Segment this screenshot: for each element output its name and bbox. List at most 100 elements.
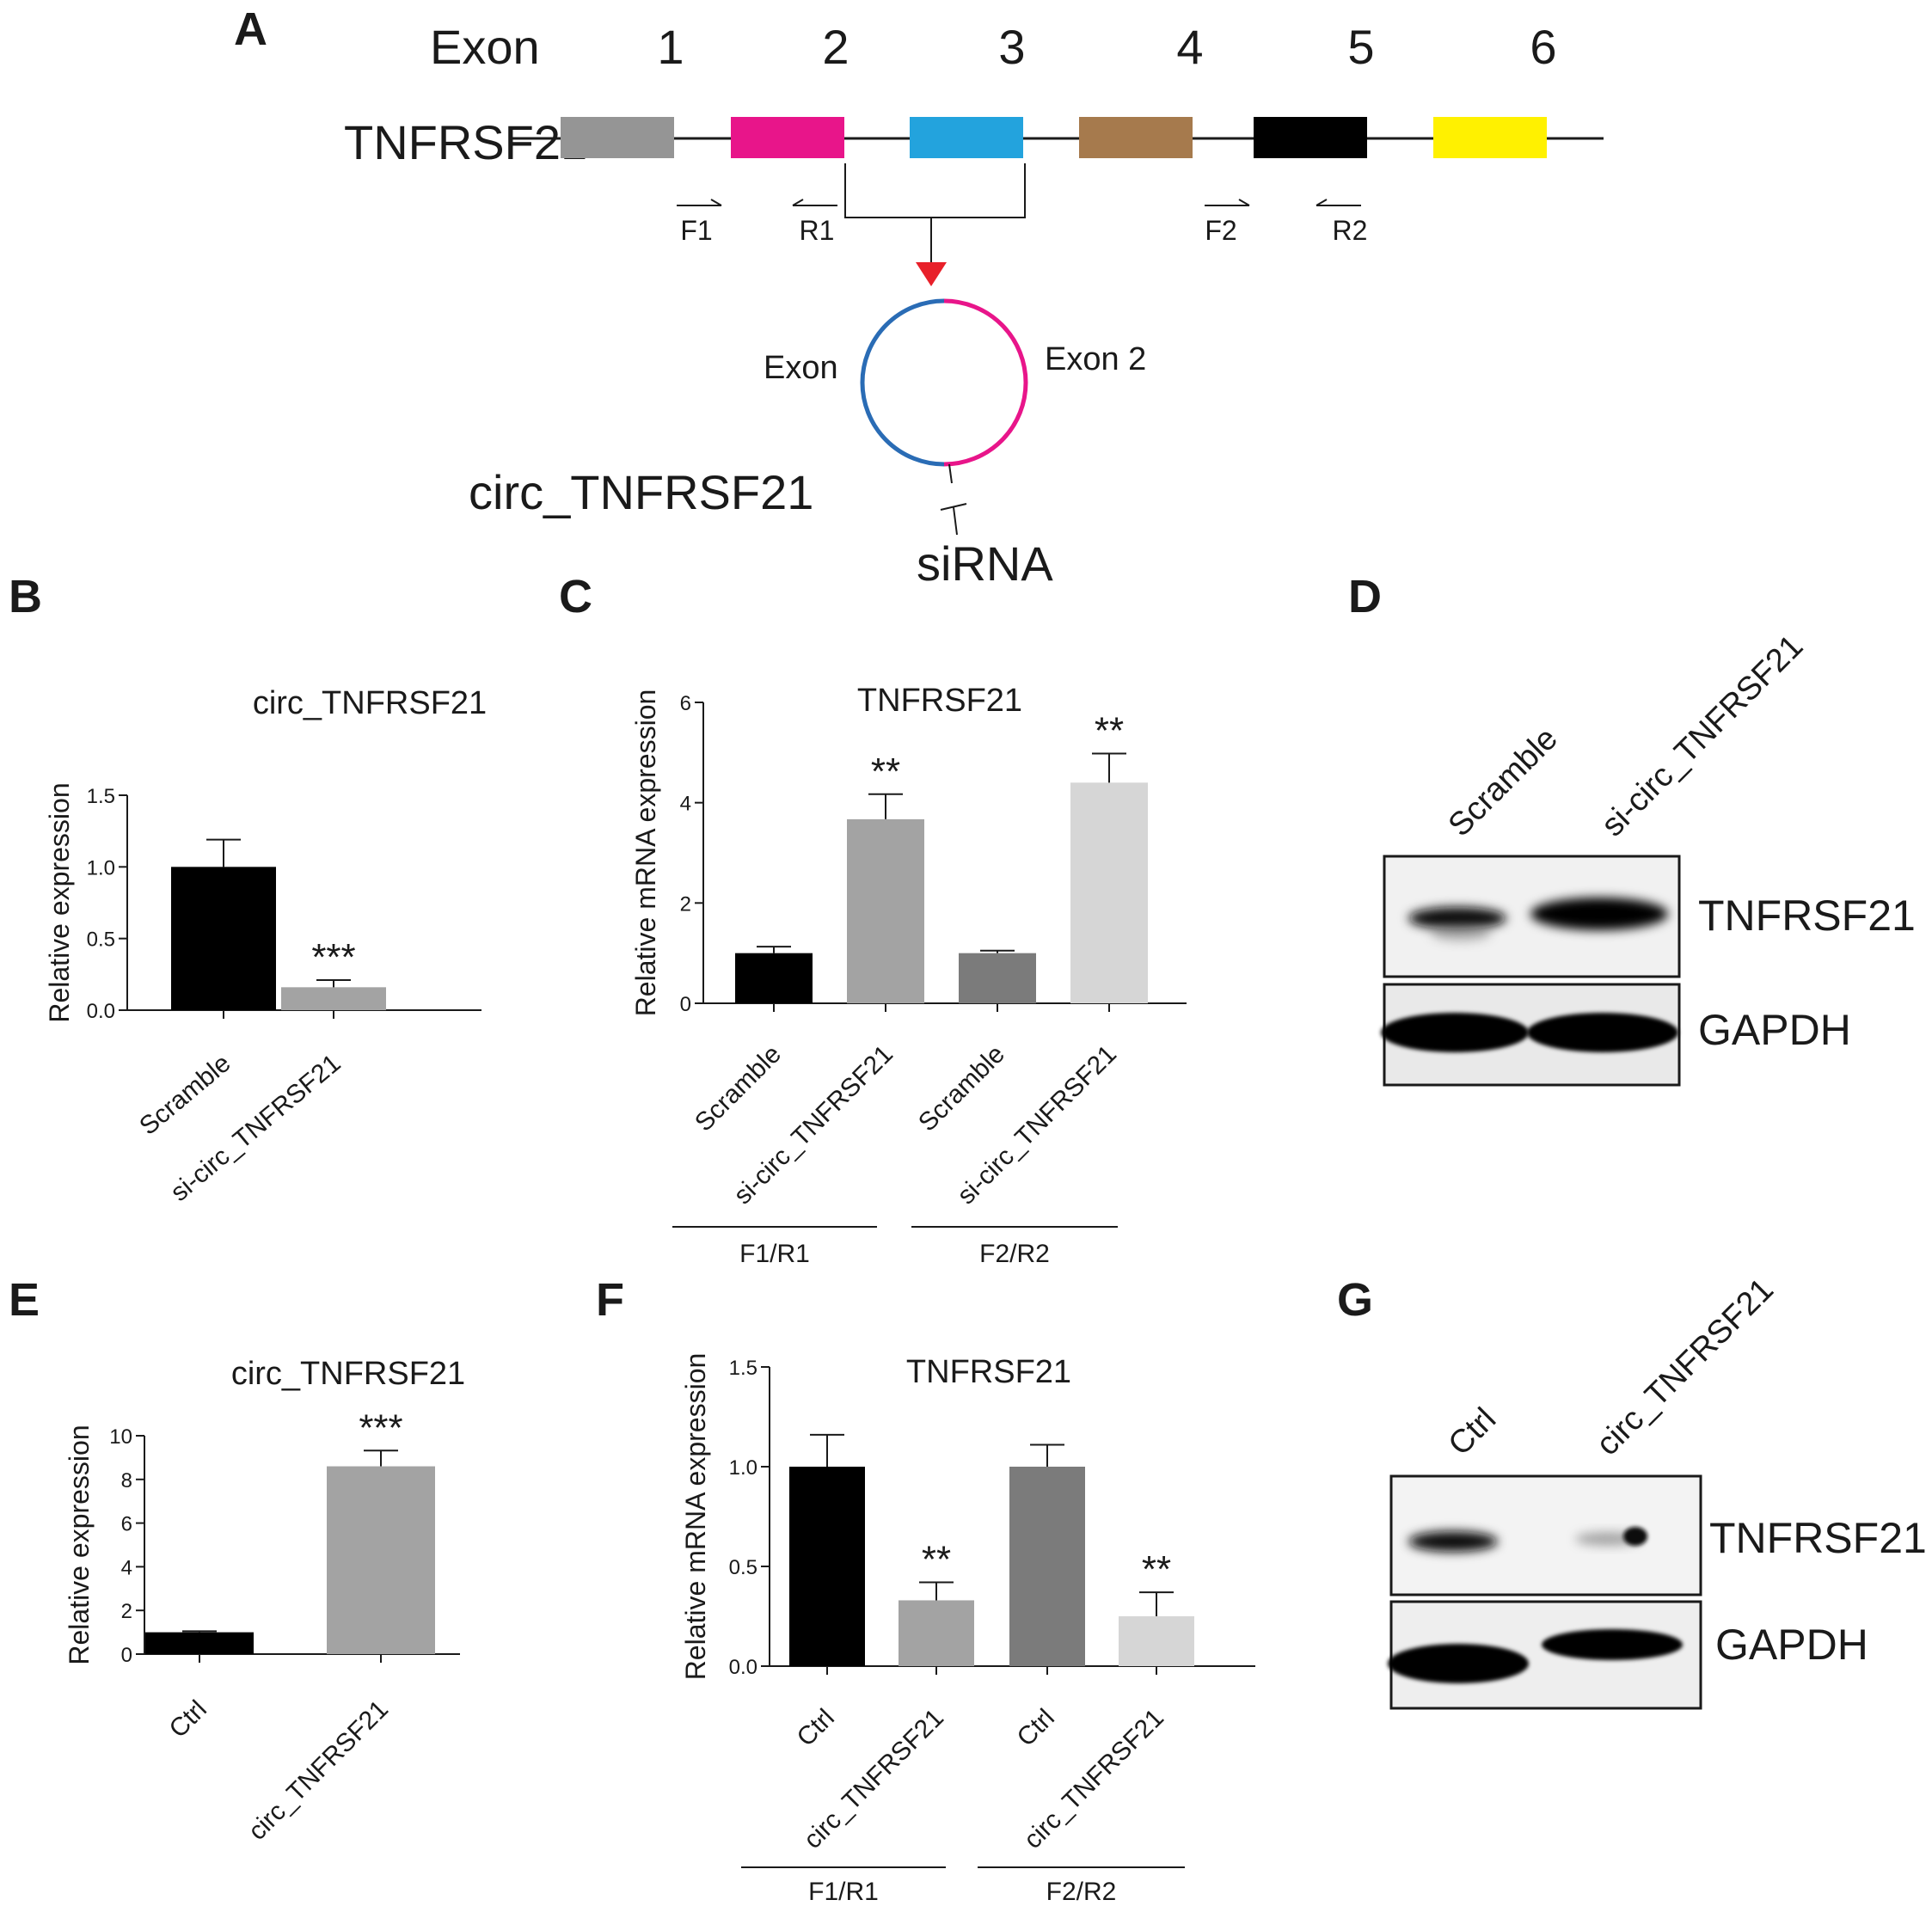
chart-c-errorbar-3	[980, 949, 1015, 953]
western-blot-d: Scramble si-circ_TNFRSF21 TNFRSF21 GAPDH	[1381, 628, 1916, 1087]
exon-box-4	[1079, 117, 1193, 158]
chart-f-group-label-2: F2/R2	[1046, 1878, 1117, 1906]
primer-arrow-r2	[1316, 199, 1361, 206]
chart-e-ytick-label: 2	[121, 1600, 132, 1623]
chart-c-errorbar-4	[1092, 752, 1126, 783]
blot-g-band-tnfrsf21-lane-1	[1408, 1531, 1498, 1552]
blot-d-band-tnfrsf21-lane-1	[1408, 907, 1506, 929]
blot-g-band-gapdh-lane-2	[1542, 1629, 1683, 1660]
blot-g-lane-2: circ_TNFRSF21	[1590, 1272, 1781, 1462]
chart-b-errorbar-2	[316, 979, 351, 988]
chart-c-bar-4	[1070, 782, 1148, 1003]
panel-label-e: E	[9, 1274, 40, 1326]
exon-number-5: 5	[1347, 20, 1374, 74]
chart-c-errorbar-1	[757, 946, 791, 953]
circ-right-label: Exon 2	[1045, 341, 1146, 377]
chart-c-group-label-1: F1/R1	[739, 1240, 810, 1268]
chart-c-significance-4: **	[1095, 710, 1124, 752]
chart-c-significance-2: **	[871, 751, 900, 793]
chart-b-significance-2: ***	[311, 936, 355, 978]
chart-c-bar-3	[959, 953, 1036, 1003]
sirna-stem	[953, 506, 958, 536]
chart-b-bar-2	[281, 987, 386, 1010]
backsplice-connector	[844, 163, 1026, 218]
chart-c-bar-2	[847, 818, 924, 1003]
chart-e-ytick-label: 4	[121, 1556, 132, 1579]
chart-c-title: TNFRSF21	[857, 683, 1022, 719]
primer-arrow-f2	[1205, 199, 1250, 206]
chart-e-category-1: Ctrl	[164, 1695, 212, 1744]
chart-b-ytick-label: 0.5	[87, 928, 115, 952]
blot-g-band-tnfrsf21-lane-2-core	[1623, 1527, 1647, 1546]
chart-e-significance-2: ***	[359, 1407, 402, 1449]
western-blot-g: Ctrl circ_TNFRSF21 TNFRSF21 GAPDH	[1388, 1272, 1927, 1710]
sirna-label: siRNA	[917, 536, 1053, 591]
circ-arc-exon3	[860, 298, 945, 467]
chart-c-category-1: Scramble	[690, 1040, 787, 1137]
chart-c-ytick-label: 6	[680, 692, 691, 715]
chart-f-errorbar-4	[1139, 1591, 1174, 1616]
chart-e-ytick-label: 8	[121, 1469, 132, 1492]
primer-label-r2: R2	[1333, 215, 1368, 246]
chart-b-errorbar-1	[206, 838, 241, 867]
circ-name-label: circ_TNFRSF21	[469, 465, 813, 519]
primer-arrow-r1	[792, 199, 837, 206]
exon-number-2: 2	[822, 20, 849, 74]
chart-f-errorbar-1	[810, 1433, 844, 1467]
chart-b-ytick-label: 1.5	[87, 785, 115, 808]
chart-b-ytick-label: 1.0	[87, 856, 115, 879]
chart-c-ytick-label: 0	[680, 993, 691, 1016]
exon-number-1: 1	[657, 20, 684, 74]
chart-f-group-label-1: F1/R1	[808, 1878, 879, 1906]
chart-e-errorbar-2	[364, 1449, 398, 1467]
exon-word-label: Exon	[430, 20, 540, 74]
chart-c-bar-1	[735, 953, 813, 1003]
chart-panel-c: TNFRSF21 Relative mRNA expression 0 2 4 6 Scra…	[630, 683, 1187, 1268]
chart-c-ytick-label: 4	[680, 793, 691, 816]
chart-panel-b: circ_TNFRSF21 Relative expression 0.0 0.5 1.…	[44, 685, 487, 1207]
chart-panel-f: TNFRSF21 Relative mRNA expression 0.0 0.5 1.…	[680, 1353, 1255, 1906]
blot-g-lane-1: Ctrl	[1442, 1401, 1503, 1462]
chart-f-ytick-label: 0.5	[729, 1556, 757, 1579]
circ-left-label: Exon	[764, 350, 838, 386]
chart-c-group-label-2: F2/R2	[979, 1240, 1050, 1268]
blot-g-row-1: TNFRSF21	[1709, 1514, 1927, 1562]
chart-panel-e: circ_TNFRSF21 Relative expression 0 2 4 6 8 10 C…	[64, 1356, 465, 1846]
chart-e-errorbar-1	[182, 1630, 217, 1633]
gene-name-label: TNFRSF21	[344, 115, 587, 169]
panel-label-b: B	[9, 571, 42, 622]
chart-c-category-3: Scramble	[913, 1040, 1010, 1137]
panel-label-g: G	[1337, 1274, 1373, 1326]
sirna-bar	[940, 503, 967, 511]
chart-f-title: TNFRSF21	[906, 1354, 1071, 1390]
primer-arrows: F1 R1 F2 R2	[677, 199, 1367, 246]
chart-e-category-2: circ_TNFRSF21	[243, 1695, 394, 1846]
exon-number-4: 4	[1176, 20, 1203, 74]
chart-b-ytick-label: 0.0	[87, 1000, 115, 1023]
primer-arrow-f1	[677, 199, 722, 206]
primer-label-r1: R1	[800, 215, 835, 246]
blot-d-row-1: TNFRSF21	[1698, 892, 1916, 940]
red-arrow-icon	[916, 262, 947, 286]
chart-e-title: circ_TNFRSF21	[231, 1356, 465, 1392]
exon-box-3	[910, 117, 1023, 158]
chart-c-ytick-label: 2	[680, 892, 691, 916]
primer-label-f2: F2	[1205, 215, 1236, 246]
blot-d-lane-1: Scramble	[1442, 720, 1565, 843]
chart-f-ylabel: Relative mRNA expression	[680, 1353, 711, 1681]
blot-d-row-2: GAPDH	[1698, 1006, 1851, 1054]
panel-label-c: C	[559, 571, 592, 622]
chart-c-ylabel: Relative mRNA expression	[630, 689, 661, 1017]
chart-b-title: circ_TNFRSF21	[253, 685, 487, 721]
chart-f-ytick-label: 1.5	[729, 1357, 757, 1380]
circ-arc-exon2	[943, 298, 1028, 467]
chart-f-errorbar-3	[1030, 1443, 1064, 1467]
chart-f-significance-4: **	[1142, 1548, 1171, 1590]
blot-d-band-smear	[1431, 924, 1491, 941]
chart-b-ylabel: Relative expression	[44, 782, 75, 1022]
exon-numbers: 1 2 3 4 5 6	[657, 20, 1556, 74]
exon-boxes	[561, 117, 1547, 158]
chart-e-bar-2	[327, 1466, 435, 1654]
exon-box-5	[1254, 117, 1367, 158]
